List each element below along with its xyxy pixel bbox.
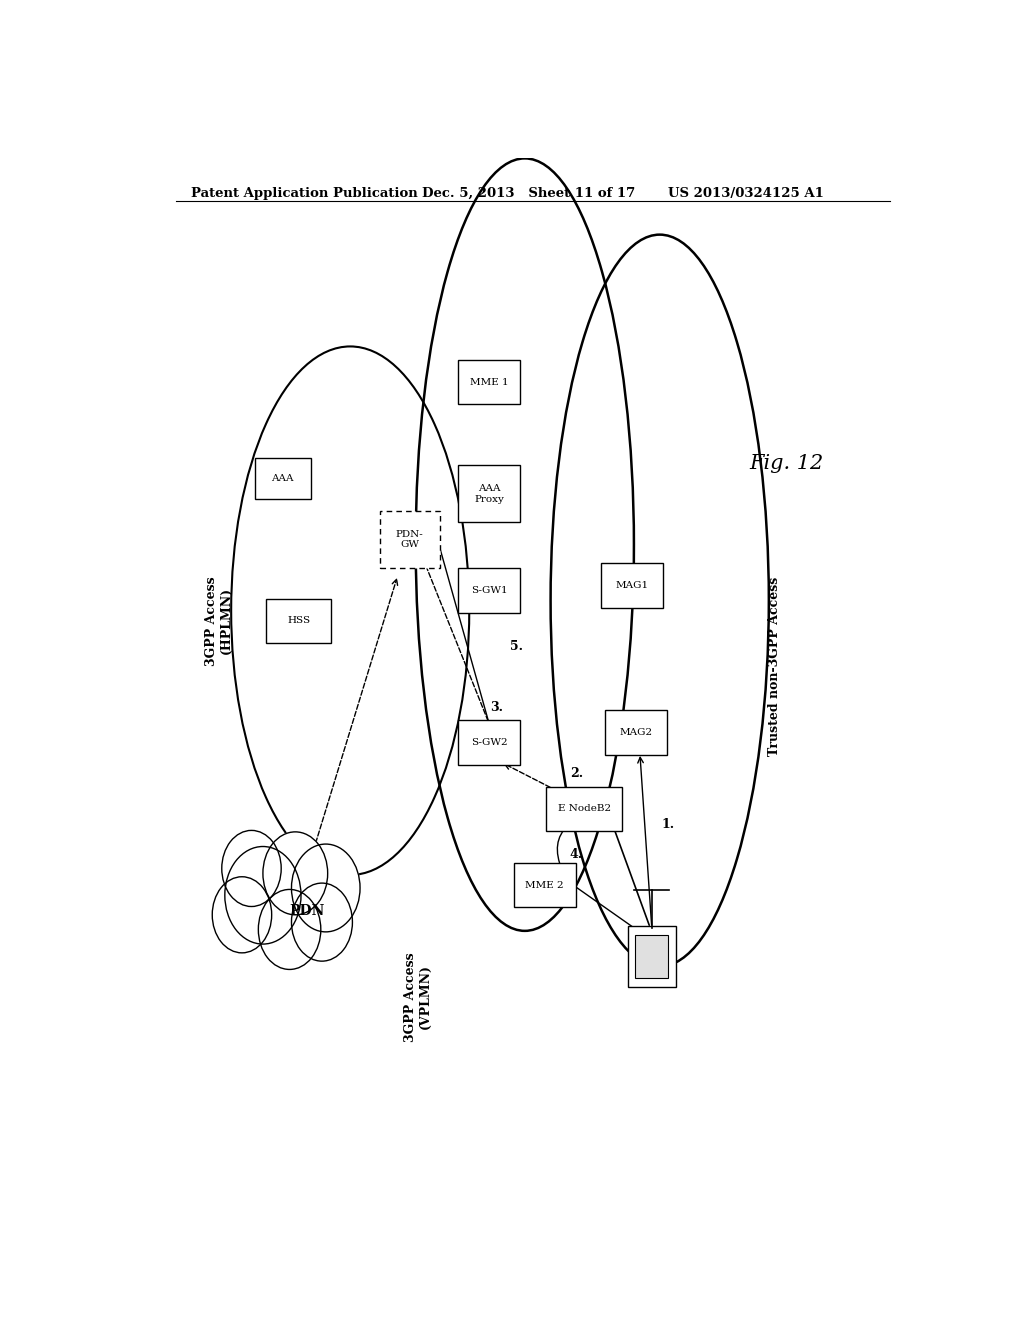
- FancyBboxPatch shape: [266, 598, 331, 643]
- Text: Fig. 12: Fig. 12: [750, 454, 824, 473]
- Circle shape: [258, 890, 321, 969]
- FancyBboxPatch shape: [514, 863, 575, 907]
- Text: PDN-
GW: PDN- GW: [396, 529, 424, 549]
- Text: AAA
Proxy: AAA Proxy: [474, 484, 504, 503]
- Text: S-GW2: S-GW2: [471, 738, 508, 747]
- Text: MAG1: MAG1: [615, 581, 648, 590]
- Text: 3GPP Access
(VPLMN): 3GPP Access (VPLMN): [403, 952, 432, 1041]
- Text: 5.: 5.: [510, 640, 523, 653]
- Text: MME 1: MME 1: [470, 378, 508, 387]
- Text: MME 2: MME 2: [525, 880, 564, 890]
- Text: Patent Application Publication: Patent Application Publication: [191, 187, 418, 199]
- FancyBboxPatch shape: [458, 359, 520, 404]
- Circle shape: [263, 832, 328, 915]
- Text: AAA: AAA: [271, 474, 294, 483]
- FancyBboxPatch shape: [255, 458, 311, 499]
- Text: US 2013/0324125 A1: US 2013/0324125 A1: [668, 187, 823, 199]
- Text: PDN: PDN: [289, 903, 325, 917]
- Text: 4.: 4.: [569, 849, 583, 861]
- FancyBboxPatch shape: [605, 710, 667, 755]
- Text: Trusted non-3GPP Access: Trusted non-3GPP Access: [768, 577, 781, 756]
- Text: S-GW1: S-GW1: [471, 586, 508, 595]
- FancyBboxPatch shape: [380, 511, 440, 568]
- Text: 3.: 3.: [490, 701, 504, 714]
- FancyBboxPatch shape: [458, 568, 520, 612]
- FancyBboxPatch shape: [628, 925, 676, 987]
- Circle shape: [292, 883, 352, 961]
- Circle shape: [292, 843, 360, 932]
- Text: 3GPP Access
(HPLMN): 3GPP Access (HPLMN): [205, 576, 233, 665]
- Text: MAG2: MAG2: [620, 729, 652, 737]
- Circle shape: [222, 830, 282, 907]
- Text: HSS: HSS: [287, 616, 310, 626]
- Circle shape: [225, 846, 301, 944]
- Text: E NodeB2: E NodeB2: [558, 804, 611, 813]
- Text: Dec. 5, 2013   Sheet 11 of 17: Dec. 5, 2013 Sheet 11 of 17: [422, 187, 635, 199]
- FancyBboxPatch shape: [458, 721, 520, 766]
- Circle shape: [212, 876, 271, 953]
- FancyBboxPatch shape: [635, 935, 669, 978]
- FancyBboxPatch shape: [546, 787, 623, 832]
- FancyBboxPatch shape: [458, 466, 520, 523]
- FancyBboxPatch shape: [601, 562, 663, 607]
- Text: 2.: 2.: [569, 767, 583, 780]
- Text: 1.: 1.: [662, 817, 674, 830]
